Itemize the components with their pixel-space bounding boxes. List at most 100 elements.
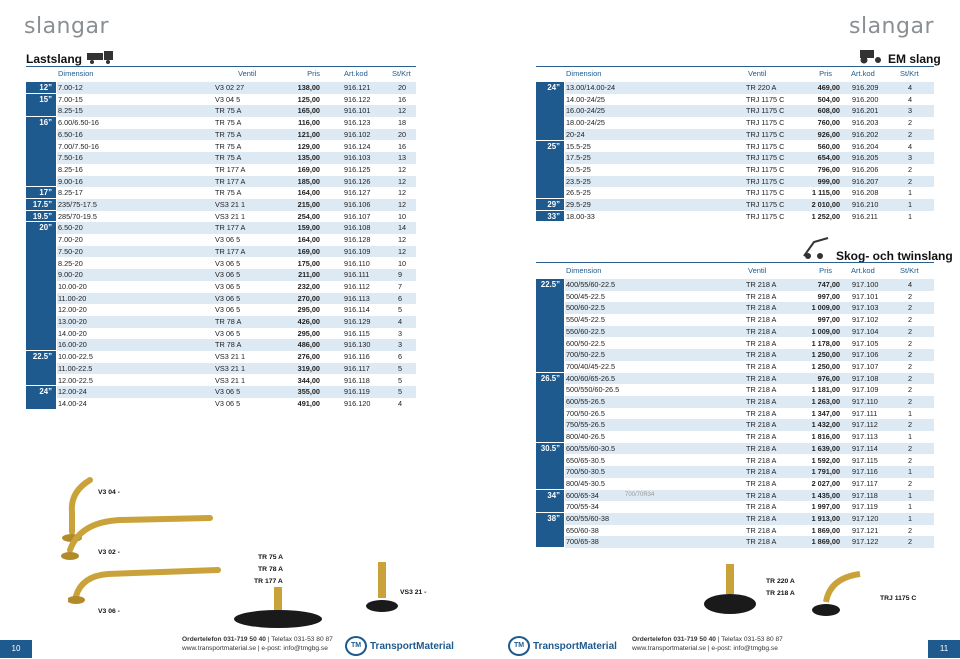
price-cell: 486,00: [297, 340, 320, 350]
price-cell: 1 263,00: [811, 397, 840, 406]
article-code-cell: 917.100: [852, 280, 879, 289]
table-row: 750/55-26.5 TR 218 A 1 432,00 917.112 2: [565, 419, 934, 432]
fax: | Telefax 031-53 80 87: [267, 636, 333, 643]
email-link-right[interactable]: | e-post: info@tmgbg.se: [707, 645, 778, 652]
dimension-cell: 6.50-16: [58, 129, 83, 139]
page-number-right: 11: [928, 640, 960, 658]
price-cell: 1 250,00: [811, 361, 840, 371]
article-code-cell: 916.126: [344, 176, 371, 186]
valve-cell: TRJ 1175 C: [746, 153, 785, 163]
per-box-cell: 3: [398, 340, 403, 350]
per-box-cell: 2: [908, 455, 913, 465]
per-box-cell: 2: [908, 350, 913, 360]
website-link-right[interactable]: www.transportmaterial.se: [632, 645, 707, 652]
article-code-cell: 916.113: [344, 293, 370, 303]
dimension-cell: 7.00/7.50-16: [58, 141, 99, 151]
price-cell: 125,00: [297, 94, 320, 104]
table-row: 8.25-15 TR 75 A 165,00 916.101 12: [57, 105, 416, 118]
table-row: 6.50-16 TR 75 A 121,00 916.102 20: [57, 128, 416, 141]
dimension-cell: 10.00-22.5: [58, 352, 93, 362]
per-box-cell: 5: [398, 387, 403, 397]
section-title-lastslang: Lastslang: [26, 52, 83, 66]
article-code-cell: 917.109: [852, 385, 879, 395]
per-box-cell: 12: [398, 164, 407, 174]
article-code-cell: 916.111: [344, 270, 370, 280]
per-box-cell: 2: [908, 361, 913, 371]
valve-tr-rubber-base-image: [234, 587, 322, 628]
valve-cell: TR 218 A: [746, 502, 777, 512]
label-tr75: TR 75 A: [258, 554, 284, 561]
price-cell: 116,00: [298, 118, 320, 128]
per-box-cell: 18: [398, 118, 407, 128]
rim-size-label: 30.5”: [536, 442, 564, 489]
price-cell: 997,00: [817, 315, 840, 325]
valve-cell: TR 218 A: [746, 303, 777, 313]
dimension-cell: 8.25-16: [58, 164, 83, 174]
website-link[interactable]: www.transportmaterial.se: [182, 645, 257, 652]
valve-cell: TR 78 A: [215, 340, 242, 350]
logo-mark-right: TM: [508, 636, 530, 656]
valve-cell: V3 06 5: [215, 235, 241, 245]
article-code-cell: 917.119: [852, 502, 878, 512]
price-cell: 469,00: [817, 83, 840, 92]
dimension-cell: 26.5-25: [566, 188, 591, 198]
dimension-cell: 750/55-26.5: [566, 420, 605, 430]
article-code-cell: 916.125: [344, 164, 371, 174]
article-code-cell: 916.103: [344, 153, 371, 163]
dimension-cell: 700/65-38: [566, 537, 599, 547]
table-row: 14.00-24 V3 06 5 491,00 916.120 4: [57, 398, 416, 410]
article-code-cell: 916.202: [852, 129, 879, 139]
article-code-cell: 917.107: [852, 361, 879, 371]
valve-cell: TR 218 A: [746, 514, 777, 523]
valve-cell: TRJ 1175 C: [746, 164, 785, 174]
dimension-cell: 550/60-22.5: [566, 326, 605, 336]
price-cell: 169,00: [297, 164, 320, 174]
table-row: 235/75-17.5 VS3 21 1 215,00 916.106 12: [57, 199, 416, 211]
per-box-cell: 2: [908, 118, 913, 128]
article-code-cell: 917.111: [852, 408, 878, 418]
article-code-cell: 917.117: [852, 478, 878, 488]
article-code-cell: 916.102: [344, 129, 371, 139]
article-code-cell: 916.118: [344, 375, 370, 385]
price-cell: 164,00: [297, 235, 320, 245]
email-link[interactable]: | e-post: info@tmgbg.se: [257, 645, 328, 652]
per-box-cell: 2: [908, 291, 913, 301]
article-code-cell: 917.101: [852, 291, 879, 301]
table-row: 7.00-15 V3 04 5 125,00 916.122 16: [57, 94, 416, 106]
table-row: 600/50-22.5 TR 218 A 1 178,00 917.105 2: [565, 338, 934, 350]
per-box-cell: 6: [398, 352, 403, 362]
dimension-cell: 650/60-38: [566, 525, 599, 535]
label-trj1175: TRJ 1175 C: [880, 595, 917, 602]
per-box-cell: 12: [398, 176, 407, 186]
table-row: 700/50-30.5 TR 218 A 1 791,00 917.116 1: [565, 466, 934, 478]
valve-cell: TR 75 A: [215, 129, 242, 139]
valve-tr220-image: [704, 564, 756, 614]
price-cell: 276,00: [297, 352, 320, 362]
price-cell: 926,00: [817, 129, 840, 139]
table-row: 700/50-26.5 TR 218 A 1 347,00 917.111 1: [565, 408, 934, 420]
valve-cell: TR 218 A: [746, 338, 777, 348]
dimension-cell: 20-24: [566, 129, 585, 139]
price-cell: 1 592,00: [811, 455, 840, 465]
table-row: 7.00/7.50-16 TR 75 A 129,00 916.124 16: [57, 141, 416, 153]
article-code-cell: 916.114: [344, 305, 370, 315]
article-code-cell: 917.114: [852, 443, 878, 453]
valve-cell: TR 218 A: [746, 467, 777, 477]
brand-title: slangar: [24, 14, 109, 39]
price-cell: 344,00: [297, 375, 320, 385]
rim-size-label: 17”: [26, 187, 56, 198]
valve-cell: TR 218 A: [746, 537, 777, 547]
price-cell: 1 816,00: [811, 432, 840, 442]
article-code-cell: 916.130: [344, 340, 371, 350]
valve-cell: V3 06 5: [215, 387, 241, 397]
column-header: Pris: [307, 69, 320, 78]
table-row: 12.00-22.5 VS3 21 1 344,00 916.118 5: [57, 375, 416, 387]
table-row: 11.00-22.5 VS3 21 1 319,00 916.117 5: [57, 362, 416, 375]
table-row: 12.00-24 V3 06 5 355,00 916.119 5: [57, 386, 416, 398]
section-title-skog: Skog- och twinslang: [836, 249, 953, 263]
column-header: Ventil: [748, 69, 767, 78]
table-row: 650/60-38 TR 218 A 1 869,00 917.121 2: [565, 525, 934, 537]
valve-cell: TR 177 A: [215, 164, 246, 174]
table-row: 16.00-24/25 TRJ 1175 C 608,00 916.201 3: [565, 105, 934, 118]
label-v302: V3 02 -: [98, 549, 120, 556]
